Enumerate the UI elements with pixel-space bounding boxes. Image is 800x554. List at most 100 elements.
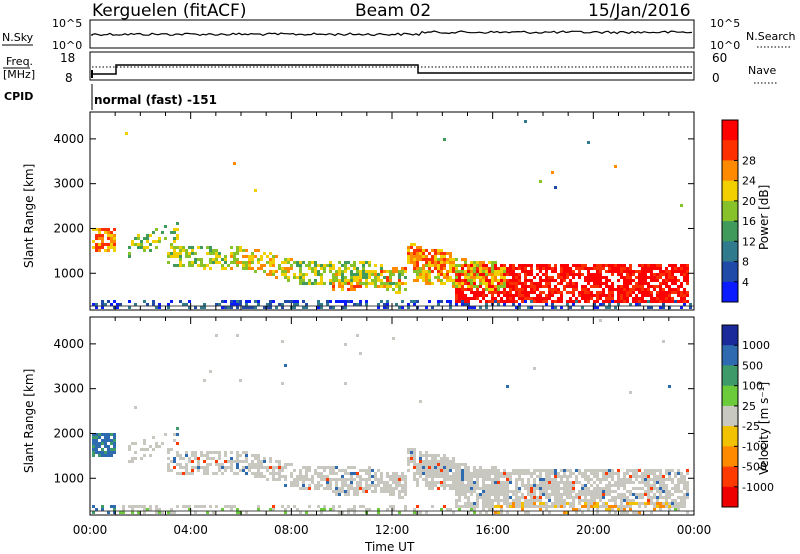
heatmap-cell	[308, 478, 311, 481]
heatmap-cell	[551, 505, 554, 508]
heatmap-cell	[341, 276, 344, 279]
heatmap-cell	[314, 487, 317, 490]
heatmap-cell	[629, 294, 632, 297]
heatmap-cell	[446, 273, 449, 276]
heatmap-cell	[320, 472, 323, 475]
heatmap-cell	[644, 493, 647, 496]
heatmap-cell	[293, 300, 296, 303]
heatmap-cell	[662, 300, 665, 303]
heatmap-cell	[593, 285, 596, 288]
heatmap-cell	[677, 288, 680, 291]
heatmap-cell	[530, 300, 533, 303]
heatmap-cell	[350, 472, 353, 475]
heatmap-cell	[212, 451, 215, 454]
heatmap-cell	[599, 469, 602, 472]
heatmap-cell	[149, 249, 152, 252]
heatmap-cell	[488, 493, 491, 496]
heatmap-cell	[455, 300, 458, 303]
heatmap-cell	[488, 291, 491, 294]
heatmap-cell	[473, 472, 476, 475]
heatmap-cell	[440, 252, 443, 255]
heatmap-cell	[188, 505, 191, 508]
heatmap-cell	[617, 288, 620, 291]
heatmap-cell	[644, 490, 647, 493]
heatmap-cell	[671, 273, 674, 276]
heatmap-cell	[491, 487, 494, 490]
heatmap-cell	[395, 291, 398, 294]
heatmap-cell	[194, 466, 197, 469]
heatmap-cell	[536, 294, 539, 297]
heatmap-cell	[329, 267, 332, 270]
heatmap-cell	[587, 291, 590, 294]
heatmap-cell	[476, 499, 479, 502]
heatmap-cell	[437, 261, 440, 264]
heatmap-cell	[233, 258, 236, 261]
heatmap-cell	[665, 499, 668, 502]
heatmap-cell	[431, 282, 434, 285]
heatmap-cell	[560, 306, 563, 309]
heatmap-cell	[578, 291, 581, 294]
colorbar-segment	[722, 160, 738, 182]
heatmap-cell	[632, 502, 635, 505]
heatmap-cell	[101, 228, 104, 231]
heatmap-cell	[506, 294, 509, 297]
heatmap-cell	[374, 279, 377, 282]
heatmap-cell	[653, 285, 656, 288]
heatmap-cell	[434, 475, 437, 478]
heatmap-cell	[416, 249, 419, 252]
heatmap-cell	[674, 282, 677, 285]
heatmap-cell	[320, 264, 323, 267]
heatmap-cell	[257, 508, 260, 511]
heatmap-cell	[671, 276, 674, 279]
heatmap-cell	[356, 285, 359, 288]
heatmap-cell	[278, 478, 281, 481]
heatmap-cell	[560, 493, 563, 496]
heatmap-cell	[623, 288, 626, 291]
heatmap-cell	[242, 249, 245, 252]
heatmap-cell	[545, 484, 548, 487]
heatmap-cell	[671, 499, 674, 502]
heatmap-cell	[467, 511, 470, 514]
heatmap-cell	[530, 282, 533, 285]
nsky-label: N.Sky	[2, 31, 34, 44]
heatmap-cell	[593, 267, 596, 270]
heatmap-cell	[512, 294, 515, 297]
heatmap-cell	[659, 270, 662, 273]
heatmap-cell	[632, 493, 635, 496]
heatmap-cell	[506, 502, 509, 505]
heatmap-cell	[224, 505, 227, 508]
heatmap-cell	[368, 276, 371, 279]
heatmap-cell	[461, 300, 464, 303]
heatmap-cell	[323, 487, 326, 490]
heatmap-cell	[428, 279, 431, 282]
heatmap-cell	[656, 291, 659, 294]
heatmap-cell	[335, 490, 338, 493]
heatmap-cell	[260, 466, 263, 469]
heatmap-cell	[443, 457, 446, 460]
freq-label: Freq.	[6, 55, 33, 68]
heatmap-cell	[302, 478, 305, 481]
heatmap-cell	[653, 276, 656, 279]
heatmap-cell	[491, 505, 494, 508]
heatmap-cell	[236, 511, 239, 514]
heatmap-cell	[650, 264, 653, 267]
colorbar-segment	[722, 180, 738, 202]
heatmap-cell	[548, 282, 551, 285]
heatmap-cell	[410, 451, 413, 454]
heatmap-cell	[458, 472, 461, 475]
heatmap-cell	[470, 282, 473, 285]
heatmap-cell	[302, 300, 305, 303]
heatmap-cell	[545, 478, 548, 481]
heatmap-cell	[386, 279, 389, 282]
heatmap-cell	[677, 291, 680, 294]
heatmap-cell	[605, 276, 608, 279]
heatmap-cell	[356, 484, 359, 487]
heatmap-cell	[509, 267, 512, 270]
heatmap-cell	[674, 267, 677, 270]
heatmap-cell	[674, 472, 677, 475]
heatmap-cell	[413, 508, 416, 511]
heatmap-cell	[338, 273, 341, 276]
heatmap-cell	[515, 300, 518, 303]
heatmap-cell	[395, 270, 398, 273]
